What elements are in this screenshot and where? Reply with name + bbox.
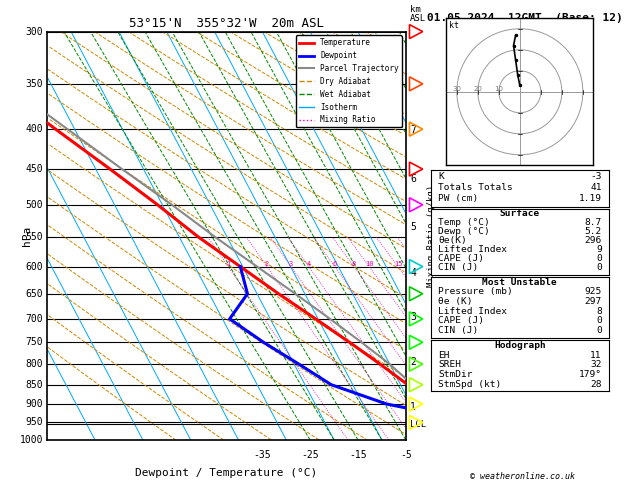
Text: 4: 4 <box>410 268 416 278</box>
Text: StmDir: StmDir <box>438 370 472 379</box>
Text: 6: 6 <box>410 174 416 185</box>
Text: 400: 400 <box>25 124 43 134</box>
Text: Dewpoint / Temperature (°C): Dewpoint / Temperature (°C) <box>135 469 318 478</box>
Text: 750: 750 <box>25 337 43 347</box>
Text: 4: 4 <box>307 260 311 267</box>
Text: 3: 3 <box>410 312 416 322</box>
Text: 20: 20 <box>474 86 482 92</box>
Text: Most Unstable: Most Unstable <box>482 278 557 287</box>
Text: 300: 300 <box>25 27 43 36</box>
Text: SREH: SREH <box>438 360 461 369</box>
Text: 179°: 179° <box>579 370 602 379</box>
Text: 0: 0 <box>596 263 602 272</box>
Text: 10: 10 <box>365 260 374 267</box>
Text: CIN (J): CIN (J) <box>438 263 478 272</box>
Text: 9: 9 <box>596 245 602 254</box>
Text: hPa: hPa <box>23 226 33 246</box>
Text: 01.05.2024  12GMT  (Base: 12): 01.05.2024 12GMT (Base: 12) <box>427 14 623 23</box>
Text: 900: 900 <box>25 399 43 409</box>
Text: Pressure (mb): Pressure (mb) <box>438 287 513 296</box>
Text: 10: 10 <box>494 86 503 92</box>
Text: © weatheronline.co.uk: © weatheronline.co.uk <box>470 472 574 481</box>
Text: 3: 3 <box>289 260 293 267</box>
Text: -3: -3 <box>590 172 602 181</box>
Text: 600: 600 <box>25 261 43 272</box>
Text: CIN (J): CIN (J) <box>438 326 478 335</box>
Text: 0: 0 <box>596 254 602 263</box>
Text: Surface: Surface <box>499 209 540 218</box>
Text: 700: 700 <box>25 314 43 324</box>
Text: 28: 28 <box>590 380 602 388</box>
Text: 0: 0 <box>596 326 602 335</box>
Text: 8: 8 <box>352 260 356 267</box>
Text: Lifted Index: Lifted Index <box>438 307 507 316</box>
Text: 296: 296 <box>584 236 602 245</box>
Text: EH: EH <box>438 350 450 360</box>
Text: 500: 500 <box>25 200 43 210</box>
Text: -35: -35 <box>253 450 271 460</box>
Text: -15: -15 <box>349 450 367 460</box>
Text: Dewp (°C): Dewp (°C) <box>438 227 490 236</box>
Text: 850: 850 <box>25 380 43 390</box>
Text: 2: 2 <box>265 260 269 267</box>
Text: Temp (°C): Temp (°C) <box>438 218 490 227</box>
Text: 7: 7 <box>410 125 416 135</box>
Text: 2: 2 <box>410 357 416 367</box>
Text: 5.2: 5.2 <box>584 227 602 236</box>
Text: θe (K): θe (K) <box>438 297 472 306</box>
Text: 550: 550 <box>25 232 43 242</box>
Text: CAPE (J): CAPE (J) <box>438 316 484 326</box>
Text: 925: 925 <box>584 287 602 296</box>
Text: Hodograph: Hodograph <box>494 341 546 350</box>
Text: Lifted Index: Lifted Index <box>438 245 507 254</box>
Text: kt: kt <box>449 21 459 30</box>
Text: 15: 15 <box>394 260 403 267</box>
Text: 297: 297 <box>584 297 602 306</box>
Text: 350: 350 <box>25 79 43 89</box>
Legend: Temperature, Dewpoint, Parcel Trajectory, Dry Adiabat, Wet Adiabat, Isotherm, Mi: Temperature, Dewpoint, Parcel Trajectory… <box>296 35 402 127</box>
Text: km
ASL: km ASL <box>410 5 426 23</box>
Text: 8: 8 <box>596 307 602 316</box>
Text: 5: 5 <box>410 222 416 232</box>
Text: 1: 1 <box>226 260 230 267</box>
Text: 1.19: 1.19 <box>579 194 602 203</box>
Text: 8.7: 8.7 <box>584 218 602 227</box>
Text: Mixing Ratio (g/kg): Mixing Ratio (g/kg) <box>427 185 437 287</box>
Text: -5: -5 <box>400 450 411 460</box>
Text: 0: 0 <box>596 316 602 326</box>
Text: PW (cm): PW (cm) <box>438 194 478 203</box>
Text: CAPE (J): CAPE (J) <box>438 254 484 263</box>
Text: 32: 32 <box>590 360 602 369</box>
Text: 30: 30 <box>452 86 461 92</box>
Text: 800: 800 <box>25 359 43 369</box>
Text: 11: 11 <box>590 350 602 360</box>
Text: StmSpd (kt): StmSpd (kt) <box>438 380 501 388</box>
Text: 650: 650 <box>25 289 43 299</box>
Text: θe(K): θe(K) <box>438 236 467 245</box>
Text: 950: 950 <box>25 417 43 428</box>
Text: Totals Totals: Totals Totals <box>438 183 513 191</box>
Text: 450: 450 <box>25 164 43 174</box>
Text: -25: -25 <box>301 450 319 460</box>
Text: 41: 41 <box>590 183 602 191</box>
Text: 1: 1 <box>410 402 416 412</box>
Text: 6: 6 <box>333 260 337 267</box>
Title: 53°15'N  355°32'W  20m ASL: 53°15'N 355°32'W 20m ASL <box>129 17 324 31</box>
Text: LCL: LCL <box>410 420 426 429</box>
Text: 1000: 1000 <box>19 435 43 445</box>
Text: K: K <box>438 172 443 181</box>
